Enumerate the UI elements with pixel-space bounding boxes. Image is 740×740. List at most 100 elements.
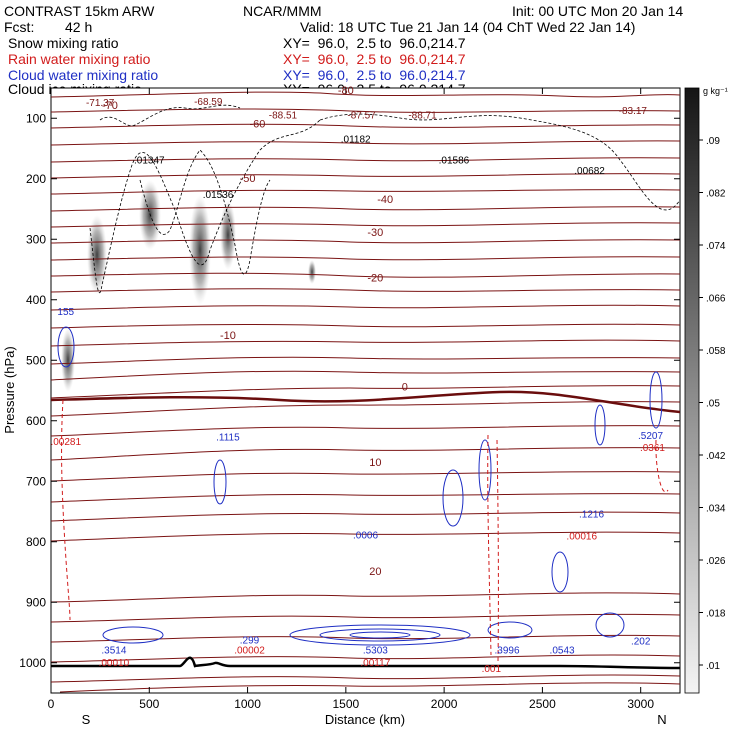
y-tick-label: 1000 (19, 656, 46, 670)
isotherm-label: -10 (220, 330, 236, 342)
extremum-label: .5207 (638, 431, 663, 442)
extremum-label: .0361 (640, 443, 665, 454)
isotherm-line (51, 91, 680, 98)
extremum-label: -68.59 (194, 97, 223, 108)
model-title: CONTRAST 15km ARW (4, 3, 155, 19)
isotherm-label: -40 (377, 194, 393, 206)
isotherm-label: -20 (367, 273, 383, 285)
colorbar-tick-label: .034 (706, 504, 726, 515)
extremum-label: .01182 (341, 134, 371, 145)
isotherm-line (51, 471, 680, 482)
extremum-label: .0543 (550, 646, 575, 657)
x-tick-label: 0 (48, 697, 55, 711)
isotherm-line (51, 222, 680, 228)
extremum-label: .01347 (134, 156, 165, 167)
y-tick-label: 300 (26, 232, 46, 246)
x-tick-label: 500 (139, 697, 159, 711)
valid-time: Valid: 18 UTC Tue 21 Jan 14 (04 ChT Wed … (300, 19, 636, 35)
colorbar-tick-label: .09 (706, 136, 720, 147)
y-tick-label: 200 (26, 172, 46, 186)
isotherm-label: -70 (102, 100, 118, 112)
isotherm-line (51, 173, 680, 179)
x-tick-label: 1500 (332, 697, 359, 711)
isotherm-line (51, 385, 680, 399)
plot-area (50, 87, 681, 694)
snow-shade-blob (87, 215, 107, 295)
snow-shade-blob (308, 260, 316, 284)
snow-shade-blob (189, 195, 211, 305)
isotherm-line (51, 123, 680, 129)
isotherm-line (51, 157, 680, 163)
rain-contour (655, 439, 669, 493)
colorbar (684, 87, 700, 694)
snow-shade-blob (220, 200, 236, 270)
colorbar-tick-label: .018 (706, 609, 726, 620)
colorbar-tick-label: .058 (706, 346, 726, 357)
isotherm-line (51, 493, 680, 503)
colorbar-tick-label: .01 (706, 661, 720, 672)
extremum-label: .5303 (363, 646, 388, 657)
isotherm-line (51, 674, 680, 683)
y-tick-label: 700 (26, 474, 46, 488)
init-time: Init: 00 UTC Mon 20 Jan 14 (512, 3, 684, 19)
isotherm-label: 20 (369, 566, 381, 578)
colorbar-tick-label: .05 (706, 399, 720, 410)
y-tick-label: 400 (26, 293, 46, 307)
cloud-water-contour (102, 626, 164, 644)
cloud-ice-contour (99, 104, 241, 127)
x-tick-label: 3000 (627, 697, 654, 711)
colorbar-tick-label: .082 (706, 189, 726, 200)
extremum-label: .00117 (360, 658, 390, 669)
y-tick-label: 600 (26, 414, 46, 428)
isotherm-line (51, 256, 680, 261)
isotherm-label: -60 (249, 118, 265, 130)
cloud-water-contour (57, 326, 75, 368)
x-end-label-south: S (82, 712, 91, 727)
extremum-label: .001 (482, 664, 502, 675)
x-axis-title: Distance (km) (325, 712, 405, 727)
y-tick-label: 900 (26, 595, 46, 609)
x-tick-label: 2500 (529, 697, 556, 711)
colorbar-tick-label: .026 (706, 556, 726, 567)
isotherm-line (51, 401, 680, 417)
extremum-label: .01536 (203, 190, 234, 201)
cloud-water-contour (319, 628, 441, 642)
extremum-label: .3514 (101, 646, 126, 657)
extremum-label: .01586 (439, 156, 470, 167)
x-tick-label: 1000 (234, 697, 261, 711)
isotherm-line (51, 189, 680, 195)
isotherm-line (51, 447, 680, 461)
isotherm-line (51, 339, 680, 347)
colorbar-ticks: .09 .082 .074 .066 .058 .05 .042 .034 .026 .018 .0… (699, 136, 726, 672)
cloud-water-contour (487, 621, 533, 639)
cloud-ice-contour (319, 113, 680, 211)
isotherm-line (51, 370, 680, 381)
cloud-water-contour (595, 612, 625, 638)
isotherm-label: -80 (338, 85, 354, 97)
extremum-label: -71.37 (86, 98, 115, 109)
x-end-label-north: N (657, 712, 666, 727)
isotherm-line (51, 239, 680, 244)
y-tick-label: 100 (26, 111, 46, 125)
snow-shade-blob (61, 328, 75, 392)
isotherm-line (51, 425, 680, 437)
isotherm-lines (51, 91, 680, 693)
y-axis-title: Pressure (hPa) (2, 346, 17, 433)
isotherm-line (51, 206, 680, 212)
cloud-water-contour (213, 459, 227, 505)
rain-contour (487, 434, 492, 656)
extremum-label: .00010 (99, 658, 130, 669)
cloud-ice-contours (89, 104, 680, 293)
forecast-value: 42 h (65, 19, 93, 35)
extremum-label: -87.57 (347, 110, 376, 121)
isotherm-line (51, 140, 680, 146)
isotherm-line (51, 323, 680, 329)
isotherm-line (51, 592, 680, 603)
isotherm-line (51, 304, 680, 311)
colorbar-tick-label: .066 (706, 294, 726, 305)
field-name-snow: Snow mixing ratio (8, 35, 119, 51)
extremum-label: .00281 (50, 437, 81, 448)
colorbar-unit: g kg⁻¹ (703, 86, 728, 96)
cloud-water-contour (594, 404, 606, 446)
cloud-ice-contour (139, 149, 271, 275)
